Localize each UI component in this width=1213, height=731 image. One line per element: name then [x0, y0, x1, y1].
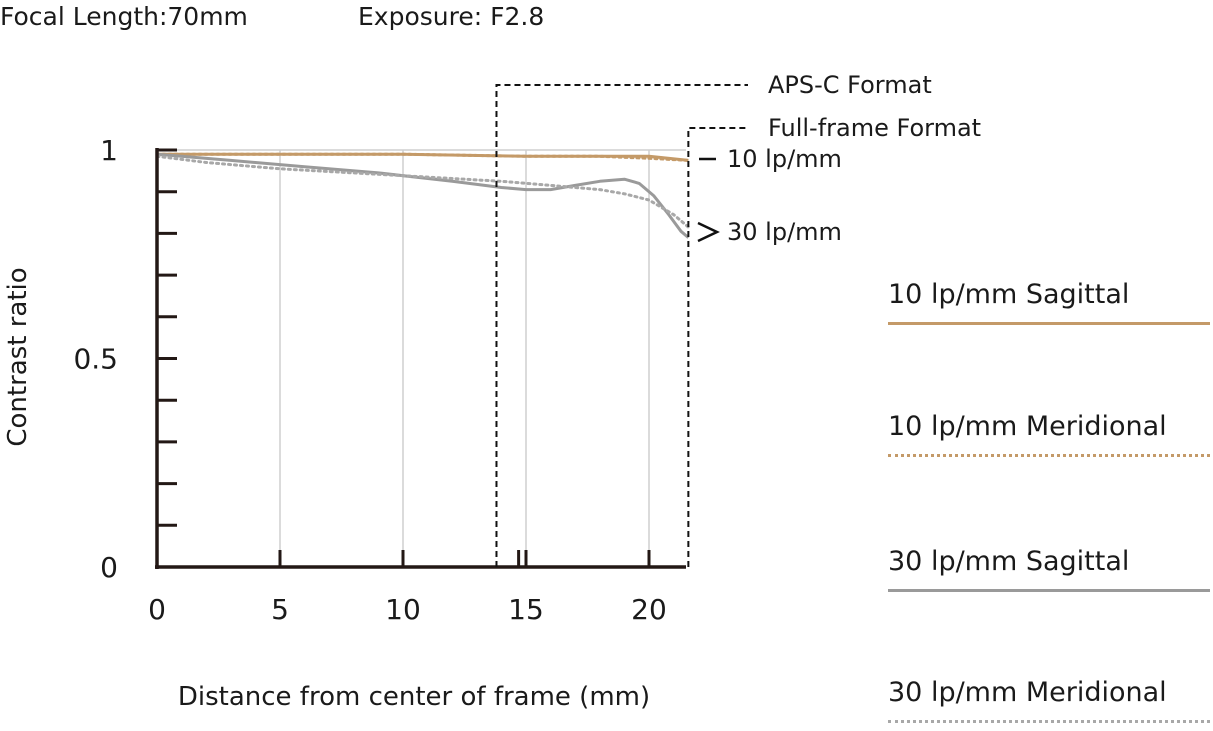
- aps-c-format-marker: [495, 84, 748, 567]
- x-tick-label: 15: [508, 593, 544, 626]
- annotation-bracket-30lp: [697, 221, 720, 243]
- y-tick-label: 0.5: [73, 343, 118, 376]
- legend-item-10-sagittal: 10 lp/mm Sagittal: [888, 279, 1210, 325]
- annotation-10lp: 10 lp/mm: [727, 145, 842, 173]
- x-tick-label: 5: [271, 593, 289, 626]
- full-frame-format-marker: [687, 127, 748, 567]
- aps-c-format-label: APS-C Format: [768, 71, 932, 99]
- legend-line-10-sagittal: [888, 322, 1210, 325]
- exposure-label: Exposure: F2.8: [358, 2, 545, 31]
- legend-line-30-meridional: [888, 720, 1210, 723]
- legend-line-10-meridional: [888, 454, 1210, 457]
- legend-label-30-meridional: 30 lp/mm Meridional: [888, 677, 1167, 708]
- y-tick-label: 0: [100, 551, 118, 584]
- legend-line-30-sagittal: [888, 589, 1210, 592]
- legend-label-30-sagittal: 30 lp/mm Sagittal: [888, 546, 1130, 577]
- x-tick-label: 10: [385, 593, 421, 626]
- annotation-30lp: 30 lp/mm: [727, 218, 842, 246]
- full-frame-format-label: Full-frame Format: [768, 114, 981, 142]
- x-tick-label: 0: [148, 593, 166, 626]
- x-axis-title: Distance from center of frame (mm): [178, 682, 650, 712]
- legend-item-30-meridional: 30 lp/mm Meridional: [888, 677, 1210, 723]
- y-tick-label: 1: [100, 134, 118, 167]
- legend-label-10-sagittal: 10 lp/mm Sagittal: [888, 279, 1130, 310]
- series-line-10-lp-mm-meridional: [155, 152, 690, 162]
- legend-label-10-meridional: 10 lp/mm Meridional: [888, 411, 1167, 442]
- focal-length-label: Focal Length:70mm: [0, 2, 248, 31]
- y-axis-title: Contrast ratio: [3, 267, 33, 446]
- legend-item-30-sagittal: 30 lp/mm Sagittal: [888, 546, 1210, 592]
- x-tick-label: 20: [631, 593, 667, 626]
- series-line-30-lp-mm-meridional: [155, 154, 690, 229]
- legend-item-10-meridional: 10 lp/mm Meridional: [888, 411, 1210, 457]
- series-line-30-lp-mm-sagittal: [156, 152, 690, 239]
